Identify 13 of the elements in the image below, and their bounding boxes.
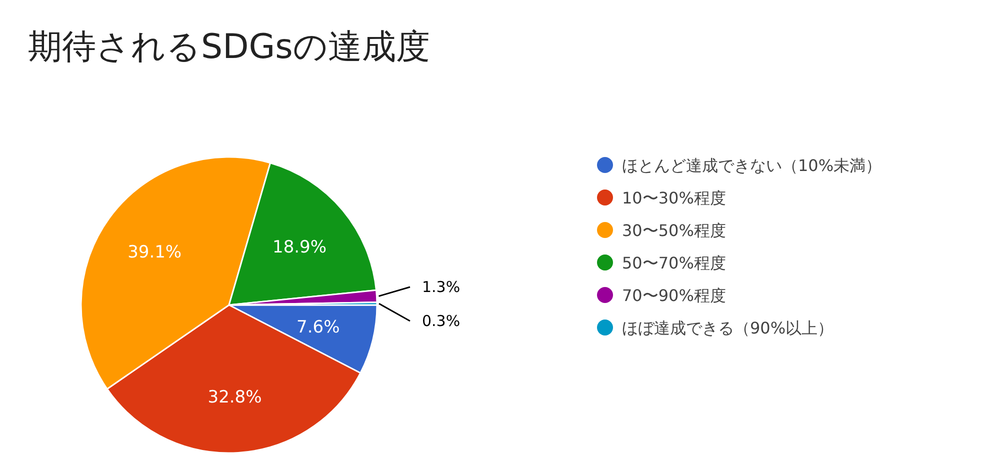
data-label: 39.1%	[128, 242, 182, 262]
legend-label: 50〜70%程度	[622, 254, 726, 272]
legend-label: 10〜30%程度	[622, 188, 726, 208]
legend-label: ほぼ達成できる（90%以上）	[622, 318, 834, 338]
data-label: 1.3%	[422, 278, 460, 296]
data-label: 18.9%	[272, 237, 327, 258]
legend-label: 30〜50%程度	[622, 221, 726, 240]
chart-title: 期待されるSDGsの達成度	[28, 27, 430, 67]
data-label: 7.6%	[296, 318, 340, 338]
legend-label: ほとんど達成できない（10%未満）	[622, 156, 882, 175]
data-label: 0.3%	[422, 312, 460, 330]
data-label: 32.8%	[208, 388, 262, 408]
legend-label: 70〜90%程度	[622, 286, 726, 305]
